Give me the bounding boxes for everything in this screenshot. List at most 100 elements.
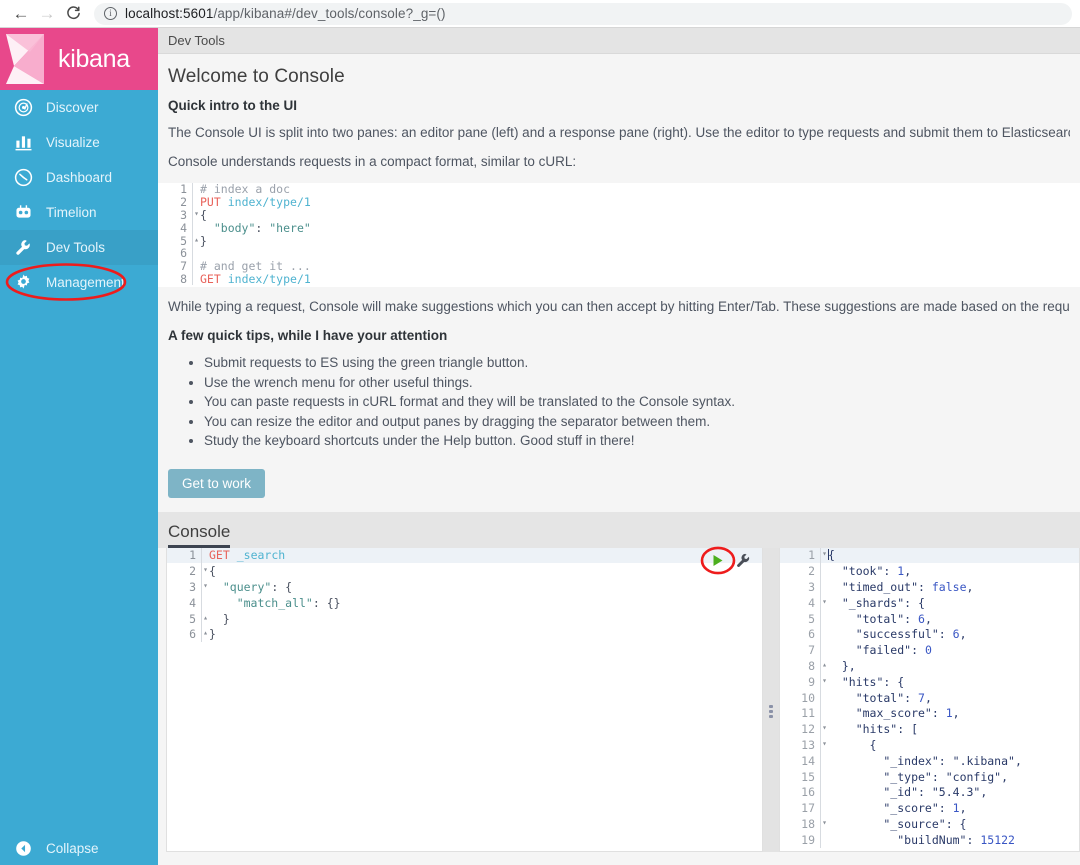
forward-icon[interactable]: → <box>38 4 56 23</box>
code-token: "_source" <box>828 816 946 831</box>
fold-toggle-icon[interactable]: ▾ <box>822 723 827 733</box>
line-number: 1 <box>189 548 196 563</box>
code-line: 8 ▴ }, <box>780 658 1079 674</box>
code-text: "successful": 6, <box>821 627 967 641</box>
line-number: 5 ▴ <box>189 611 208 626</box>
wrench-menu-button[interactable] <box>735 552 752 569</box>
code-text: "took": 1, <box>821 564 911 578</box>
sidebar-item-discover[interactable]: Discover <box>0 90 158 125</box>
intro-paragraph-2: Console understands requests in a compac… <box>168 154 577 169</box>
sidebar-item-dev-tools[interactable]: Dev Tools <box>0 230 158 265</box>
code-token: : {} <box>312 595 341 610</box>
code-token: false <box>931 579 967 594</box>
line-number: 6 <box>180 246 187 261</box>
request-editor-pane[interactable]: 1 GET _search 2 ▾{3 ▾ "query": {4 "match_all… <box>166 546 763 852</box>
play-triangle-icon <box>713 554 723 566</box>
code-token: GET <box>209 548 230 563</box>
code-token: 1 <box>952 801 960 816</box>
code-token: index/type/1 <box>227 195 311 210</box>
chevron-left-circle-icon <box>10 835 36 861</box>
sidebar-item-label: Discover <box>46 100 99 115</box>
fold-toggle-icon[interactable]: ▾ <box>203 580 208 590</box>
code-token: , <box>952 706 960 721</box>
fold-toggle-icon[interactable]: ▾ <box>822 549 827 559</box>
fold-toggle-icon[interactable]: ▾ <box>822 596 827 606</box>
info-circle-icon[interactable]: i <box>104 7 117 20</box>
fold-toggle-icon[interactable]: ▴ <box>822 659 827 669</box>
global-nav-sidebar: kibana Discover <box>0 28 158 865</box>
code-token: 7 <box>918 690 925 705</box>
sidebar-item-management[interactable]: Management <box>0 265 158 300</box>
gutter-divider <box>820 610 821 627</box>
code-token: : { <box>271 579 293 594</box>
tab-console[interactable]: Console <box>168 523 231 548</box>
code-text: } <box>202 627 216 641</box>
gutter-divider <box>820 689 821 706</box>
fold-toggle-icon[interactable]: ▾ <box>822 817 827 827</box>
fold-toggle-icon[interactable]: ▴ <box>203 612 208 622</box>
code-token: "match_all" <box>209 595 313 610</box>
sidebar-item-visualize[interactable]: Visualize <box>0 125 158 160</box>
collapse-sidebar-button[interactable]: Collapse <box>0 831 158 865</box>
line-number: 11 <box>801 706 815 721</box>
response-pane[interactable]: 1 ▾{2 "took": 1, 3 "timed_out": false, 4 ▾ "… <box>779 547 1080 852</box>
line-number: 7 <box>808 643 815 658</box>
code-token: 1 <box>945 706 953 721</box>
code-line: 2 "took": 1, <box>780 563 1079 580</box>
code-token: 15122 <box>980 832 1015 847</box>
address-bar[interactable]: i localhost:5601/app/kibana#/dev_tools/c… <box>94 2 1072 25</box>
compass-icon <box>10 95 36 121</box>
code-text: GET _search <box>202 548 285 562</box>
url-host: localhost:5601 <box>125 6 214 21</box>
sidebar-item-timelion[interactable]: Timelion <box>0 195 158 230</box>
code-token: PUT <box>200 195 221 210</box>
code-token: : <box>966 832 981 847</box>
pane-resizer[interactable] <box>763 547 779 852</box>
code-text: } <box>202 612 230 626</box>
kibana-brand[interactable]: kibana <box>0 28 158 90</box>
send-request-play-button[interactable] <box>700 546 736 574</box>
fold-toggle-icon[interactable]: ▾ <box>822 738 827 748</box>
code-token <box>221 195 228 209</box>
line-number: 6 <box>808 627 815 642</box>
code-text: # index a doc <box>193 183 290 196</box>
get-to-work-button[interactable]: Get to work <box>168 468 266 498</box>
gutter-divider <box>820 673 821 690</box>
line-number: 3 ▾ <box>180 208 199 222</box>
fold-toggle-icon[interactable]: ▴ <box>203 628 208 638</box>
gutter-divider <box>192 272 193 286</box>
gutter-divider <box>820 800 821 817</box>
fold-toggle-icon[interactable]: ▾ <box>194 209 199 218</box>
code-token: "_shards" <box>828 595 905 610</box>
code-token: : <box>918 579 932 594</box>
code-token: _search <box>236 548 286 563</box>
code-token: "body" <box>200 220 256 235</box>
code-token: "timed_out" <box>828 579 919 594</box>
sidebar-item-dashboard[interactable]: Dashboard <box>0 160 158 195</box>
code-token: { <box>828 548 835 563</box>
reload-icon[interactable] <box>60 1 86 27</box>
fold-toggle-icon[interactable]: ▾ <box>203 565 208 575</box>
code-token: "_score" <box>828 801 939 816</box>
tips-list: Submit requests to ES using the green tr… <box>168 355 1070 448</box>
code-token: 1 <box>897 564 905 579</box>
intro-paragraph-3: While typing a request, Console will mak… <box>168 299 1070 314</box>
line-number: 19 <box>801 832 815 847</box>
code-line: 12 ▾ "hits": [ <box>780 721 1079 738</box>
gutter-divider <box>201 594 202 611</box>
back-icon[interactable]: ← <box>12 4 30 23</box>
fold-toggle-icon[interactable]: ▾ <box>822 675 827 685</box>
code-line: 1 # index a doc <box>158 183 1080 196</box>
code-token: "max_score" <box>828 706 932 721</box>
gutter-divider <box>820 642 821 659</box>
code-text: }, <box>821 659 856 673</box>
code-line: 1 ▾{ <box>780 547 1079 564</box>
gutter-divider <box>820 547 821 564</box>
url-path: /app/kibana#/dev_tools/console?_g=() <box>213 6 446 21</box>
code-token: 0 <box>924 643 932 658</box>
code-token: : { <box>883 674 905 689</box>
fold-toggle-icon[interactable]: ▴ <box>194 234 199 244</box>
line-number: 4 <box>189 595 196 610</box>
code-line: 5 ▴ } <box>167 610 762 627</box>
code-token: , <box>924 611 932 626</box>
